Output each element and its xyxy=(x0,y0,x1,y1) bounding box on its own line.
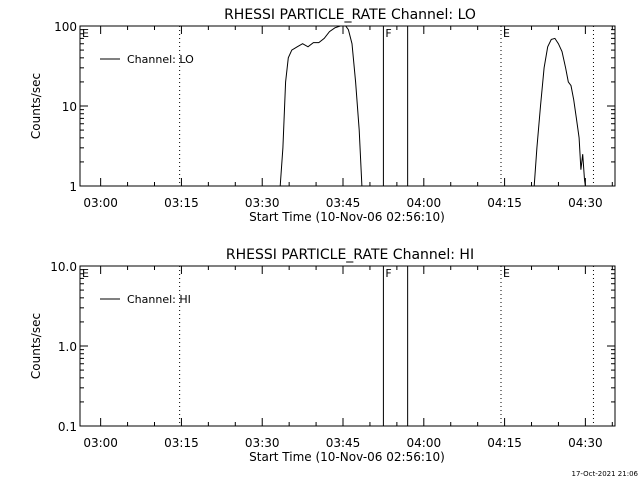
x-tick-label: 04:15 xyxy=(487,196,522,210)
chart-title: RHESSI PARTICLE_RATE Channel: HI xyxy=(226,247,474,263)
x-tick-label: 03:30 xyxy=(245,196,280,210)
x-axis-label: Start Time (10-Nov-06 02:56:10) xyxy=(249,210,445,224)
legend-label: Channel: LO xyxy=(127,53,194,66)
y-tick-label: 10 xyxy=(62,100,77,114)
event-marker-label: E xyxy=(503,267,510,280)
x-tick-label: 04:00 xyxy=(407,196,442,210)
y-tick-label: 0.1 xyxy=(58,420,77,434)
x-tick-label: 04:00 xyxy=(407,436,442,450)
x-tick-label: 03:15 xyxy=(164,436,199,450)
x-tick-label: 03:00 xyxy=(83,436,118,450)
y-axis-label: Counts/sec xyxy=(29,313,43,379)
panel-hi-channel: RHESSI PARTICLE_RATE Channel: HI Counts/s… xyxy=(29,247,616,464)
x-tick-label: 03:30 xyxy=(245,436,280,450)
x-tick-label: 04:15 xyxy=(487,436,522,450)
y-tick-label: 1.0 xyxy=(58,340,77,354)
x-tick-label: 03:00 xyxy=(83,196,118,210)
x-tick-label: 04:30 xyxy=(568,436,603,450)
event-marker-label: E xyxy=(82,27,89,40)
plot-frame xyxy=(79,25,616,187)
event-marker-label: F xyxy=(385,27,391,40)
x-axis-label: Start Time (10-Nov-06 02:56:10) xyxy=(249,450,445,464)
x-tick-label: 03:45 xyxy=(326,436,361,450)
x-tick-label: 03:45 xyxy=(326,196,361,210)
data-series-line xyxy=(533,37,586,186)
y-tick-label: 10.0 xyxy=(50,260,77,274)
chart-title: RHESSI PARTICLE_RATE Channel: LO xyxy=(224,7,476,23)
plot-frame xyxy=(79,265,616,427)
event-marker-label: E xyxy=(82,267,89,280)
footer-timestamp: 17-Oct-2021 21:06 xyxy=(572,470,639,478)
event-marker-label: F xyxy=(385,267,391,280)
data-series-line xyxy=(279,26,363,186)
x-tick-label: 04:30 xyxy=(568,196,603,210)
event-marker-label: E xyxy=(503,27,510,40)
y-tick-label: 100 xyxy=(54,20,77,34)
y-axis-label: Counts/sec xyxy=(29,73,43,139)
panel-lo-channel: RHESSI PARTICLE_RATE Channel: LO Counts/s… xyxy=(29,7,616,224)
x-tick-label: 03:15 xyxy=(164,196,199,210)
y-tick-label: 1 xyxy=(69,180,77,194)
legend-label: Channel: HI xyxy=(127,293,191,306)
